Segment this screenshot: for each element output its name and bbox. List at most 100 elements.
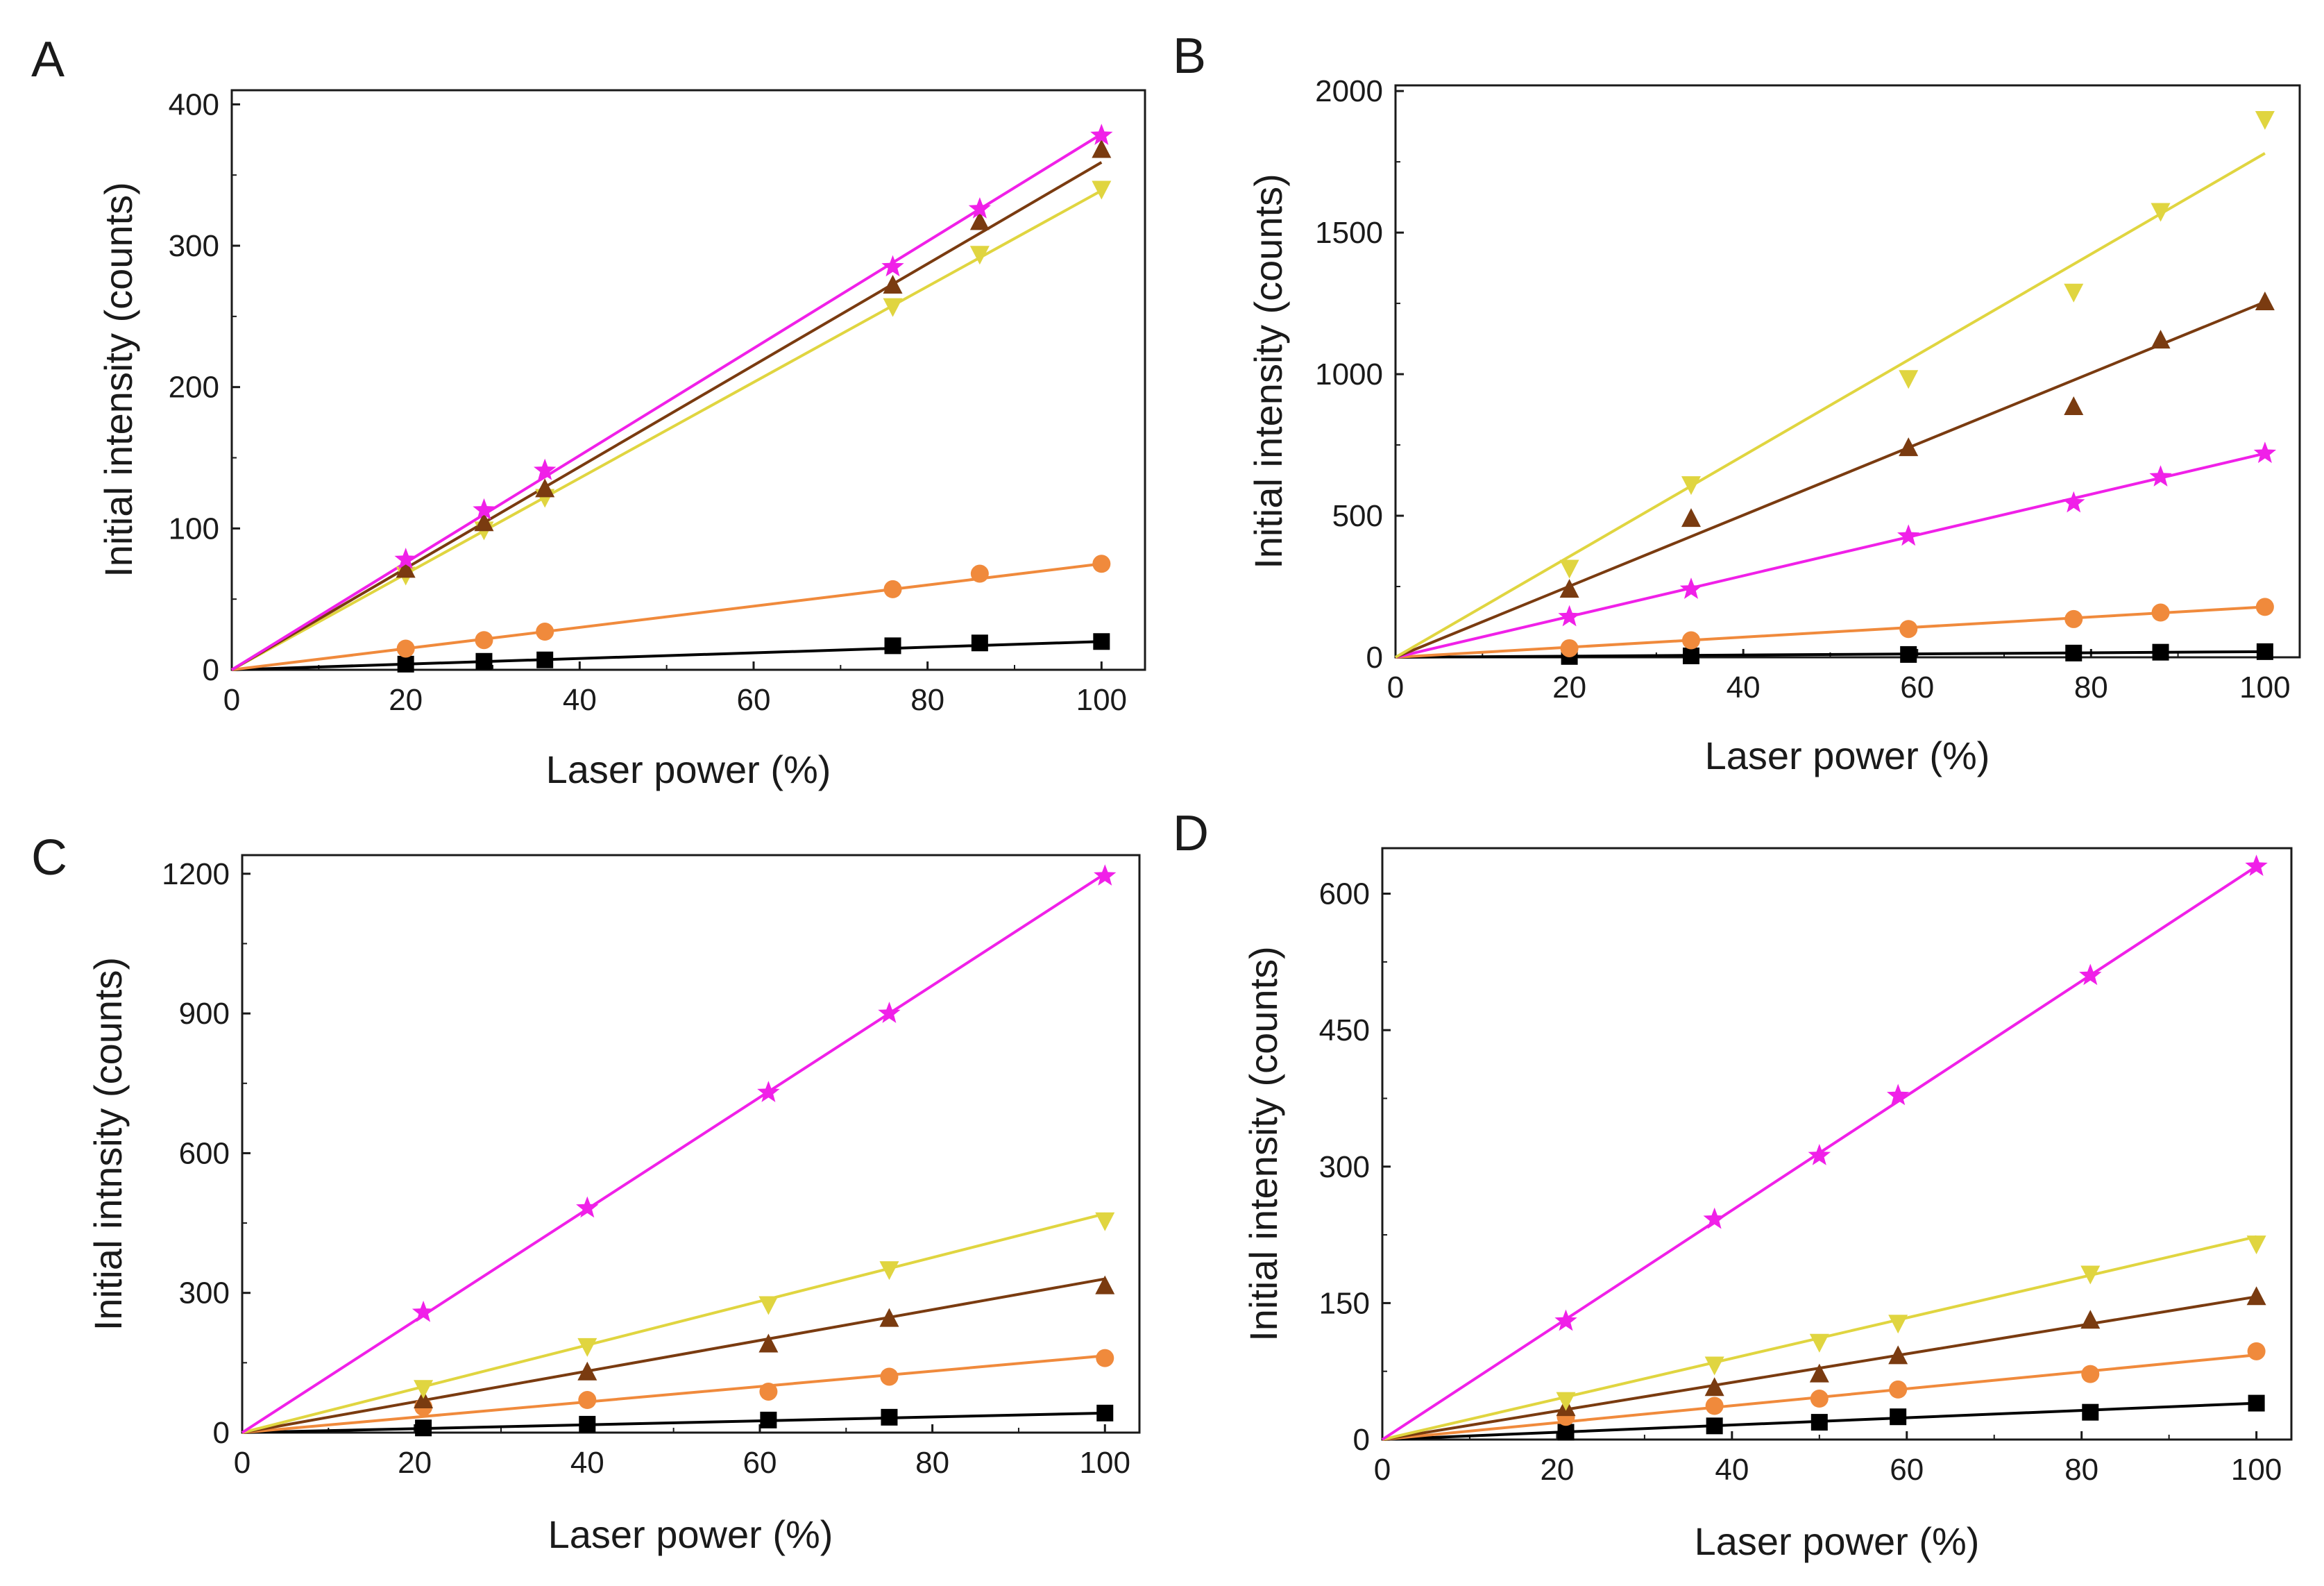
panel-c-point-magenta xyxy=(1094,864,1117,886)
panel-d-point-black xyxy=(1890,1408,1907,1426)
panel-c-point-brown xyxy=(879,1308,899,1327)
panel-a-point-black xyxy=(971,634,988,652)
panel-d-label: D xyxy=(1173,806,1209,861)
panel-d-point-black xyxy=(1706,1417,1723,1435)
panel-a-fit-lines xyxy=(230,133,1103,671)
panel-c: C 0 20 40 60 80 100 0 300 600 900 1200 Laser power… xyxy=(31,830,1141,1556)
panel-b-point-magenta xyxy=(1679,577,1703,599)
panel-c-point-magenta xyxy=(878,1002,901,1023)
panel-d-point-brown xyxy=(1809,1363,1829,1383)
panel-b-y-tick-label: 1500 xyxy=(1315,216,1383,250)
panel-c-point-yellow xyxy=(879,1261,899,1281)
panel-b-y-tick-label: 0 xyxy=(1366,641,1383,675)
panel-b-point-yellow xyxy=(2255,110,2275,130)
panel-c-point-black xyxy=(881,1408,898,1426)
panel-c-x-tick-label: 100 xyxy=(1080,1446,1130,1480)
panel-b-x-tick-label: 100 xyxy=(2239,670,2290,705)
panel-a-y-tick-label: 400 xyxy=(169,87,219,121)
panel-c-point-black xyxy=(579,1415,596,1433)
panel-d-point-orange xyxy=(2247,1342,2266,1360)
panel-b-fit-lines xyxy=(1394,152,2266,659)
panel-b-point-black xyxy=(2152,643,2169,661)
panel-a-ticks: 0 20 40 60 80 100 0 100 200 300 400 xyxy=(169,87,1127,717)
panel-a-x-tick-label: 0 xyxy=(223,683,240,717)
panel-a-y-tick-label: 0 xyxy=(203,653,219,687)
panel-b-point-brown xyxy=(2064,396,2084,415)
panel-a-point-orange xyxy=(883,580,902,598)
panel-d-point-black xyxy=(1557,1424,1575,1441)
panel-b-y-axis-title: Initial intensity (counts) xyxy=(1246,174,1290,569)
panel-b-y-tick-label: 1000 xyxy=(1315,357,1383,391)
panel-b-fit-line-brown xyxy=(1395,301,2266,659)
panel-c-y-tick-label: 1200 xyxy=(162,857,230,891)
panel-c-fit-line-magenta xyxy=(241,872,1106,1434)
panel-c-point-brown xyxy=(414,1390,434,1409)
panel-d-point-yellow xyxy=(1556,1392,1576,1411)
panel-d-y-tick-label: 150 xyxy=(1319,1286,1370,1320)
panel-c-point-yellow xyxy=(1095,1212,1115,1231)
panel-c-point-black xyxy=(1096,1404,1114,1422)
panel-b-point-yellow xyxy=(1559,559,1579,579)
panel-c-x-axis-title: Laser power (%) xyxy=(548,1512,833,1556)
panel-b-x-tick-label: 60 xyxy=(1900,670,1934,705)
panel-c-fit-line-yellow xyxy=(241,1212,1105,1434)
panel-a-y-tick-label: 100 xyxy=(169,512,219,546)
panel-c-y-axis-title: Initial intnsity (counts) xyxy=(86,957,130,1331)
panel-d-plot-frame xyxy=(1381,847,2293,1441)
panel-c-x-tick-label: 80 xyxy=(915,1446,949,1480)
panel-b-x-tick-label: 80 xyxy=(2074,670,2108,705)
panel-c-point-yellow xyxy=(414,1380,434,1399)
panel-a-x-tick-label: 60 xyxy=(737,683,771,717)
panel-c-point-yellow xyxy=(758,1296,779,1315)
panel-a-y-tick-label: 200 xyxy=(169,371,219,405)
panel-d-y-tick-label: 600 xyxy=(1319,877,1370,911)
panel-c-point-black xyxy=(415,1419,432,1437)
panel-a-point-orange xyxy=(1092,555,1111,573)
panel-d-point-yellow xyxy=(1888,1315,1908,1334)
panel-a-point-magenta xyxy=(881,255,904,277)
panel-b-point-brown xyxy=(2255,292,2275,311)
panel-b-point-yellow xyxy=(1899,370,1919,389)
panel-d-ticks: 0 20 40 60 80 100 0 150 300 450 600 xyxy=(1319,877,2282,1487)
panel-c-point-brown xyxy=(758,1333,779,1353)
panel-a-y-axis-title: Initial intensity (counts) xyxy=(96,182,140,577)
panel-b-plot-frame xyxy=(1394,84,2301,659)
panel-d-point-brown xyxy=(2246,1286,2266,1306)
panel-a-point-yellow xyxy=(1092,180,1112,200)
panel-b-markers xyxy=(1558,110,2277,665)
panel-a-point-brown xyxy=(969,211,990,230)
panel-a-plot-frame xyxy=(230,89,1146,671)
panel-c-point-magenta xyxy=(757,1081,780,1102)
panel-a-fit-line-yellow xyxy=(231,189,1103,671)
panel-b-fit-line-orange xyxy=(1395,605,2266,659)
panel-b-x-tick-label: 40 xyxy=(1727,670,1761,705)
panel-a-x-tick-label: 80 xyxy=(910,683,944,717)
panel-d-x-tick-label: 0 xyxy=(1374,1453,1391,1487)
panel-d-y-axis-title: Initial intensity (counts) xyxy=(1241,946,1285,1342)
panel-d-point-brown xyxy=(2080,1310,2101,1329)
panel-d-x-axis-title: Laser power (%) xyxy=(1695,1519,1980,1563)
panel-a-y-tick-label: 300 xyxy=(169,229,219,263)
panel-d-markers xyxy=(1554,854,2268,1441)
panel-d-x-tick-label: 40 xyxy=(1715,1453,1749,1487)
panel-c-ticks: 0 20 40 60 80 100 0 300 600 900 1200 xyxy=(162,857,1130,1480)
panel-d-point-magenta xyxy=(1887,1083,1910,1106)
panel-b-y-tick-label: 500 xyxy=(1332,499,1383,533)
panel-c-y-tick-label: 0 xyxy=(213,1416,230,1450)
panel-a-point-black xyxy=(1093,633,1110,650)
panel-c-label: C xyxy=(31,830,67,886)
panel-a-point-magenta xyxy=(1090,124,1113,145)
panel-d-point-magenta xyxy=(1808,1144,1831,1165)
panel-b-fit-line-yellow xyxy=(1394,152,2266,659)
panel-a-point-yellow xyxy=(969,246,990,265)
panel-a-fit-line-brown xyxy=(230,161,1103,671)
panel-a-x-axis-title: Laser power (%) xyxy=(546,748,831,791)
panel-a-point-black xyxy=(884,637,901,655)
panel-a-point-black xyxy=(397,655,414,673)
panel-a-point-magenta xyxy=(473,498,495,520)
panel-a-point-brown xyxy=(396,559,416,578)
panel-a-point-orange xyxy=(475,631,493,650)
panel-d-x-tick-label: 20 xyxy=(1540,1453,1574,1487)
panel-b-point-magenta xyxy=(2062,491,2085,513)
